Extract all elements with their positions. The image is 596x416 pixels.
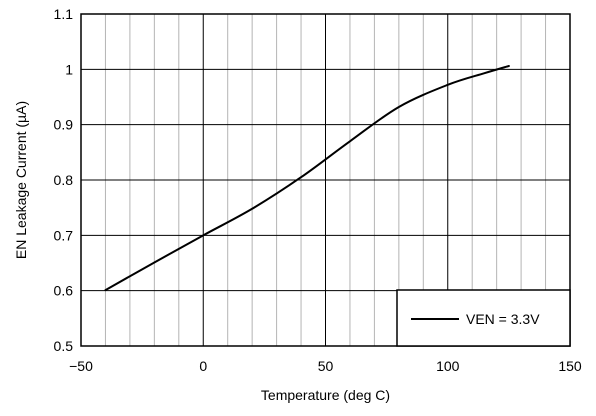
y-tick-label: 0.8 — [54, 172, 74, 188]
series-line-0 — [104, 65, 510, 292]
legend-label-ven-3-3v: VEN = 3.3V — [466, 311, 540, 327]
y-tick-label: 0.9 — [54, 117, 74, 133]
y-axis-title: EN Leakage Current (µA) — [13, 101, 29, 259]
series-layer — [104, 65, 510, 292]
tick-labels: −50 0 50 100 150 0.5 0.6 0.7 0.8 0.9 1 1.1 — [54, 6, 582, 374]
x-tick-label: 50 — [318, 358, 334, 374]
y-tick-label: 0.6 — [54, 283, 74, 299]
x-tick-label: 150 — [558, 358, 582, 374]
y-tick-label: 0.7 — [54, 227, 74, 243]
y-tick-label: 1.1 — [54, 6, 74, 22]
plot-area-frame — [80, 13, 571, 347]
x-axis-title: Temperature (deg C) — [261, 387, 390, 403]
x-tick-label: 100 — [436, 358, 460, 374]
legend: VEN = 3.3V — [396, 289, 571, 347]
y-tick-label: 1 — [65, 61, 73, 77]
x-tick-label: 0 — [199, 358, 207, 374]
x-tick-label: −50 — [69, 358, 93, 374]
y-tick-label: 0.5 — [54, 338, 74, 354]
